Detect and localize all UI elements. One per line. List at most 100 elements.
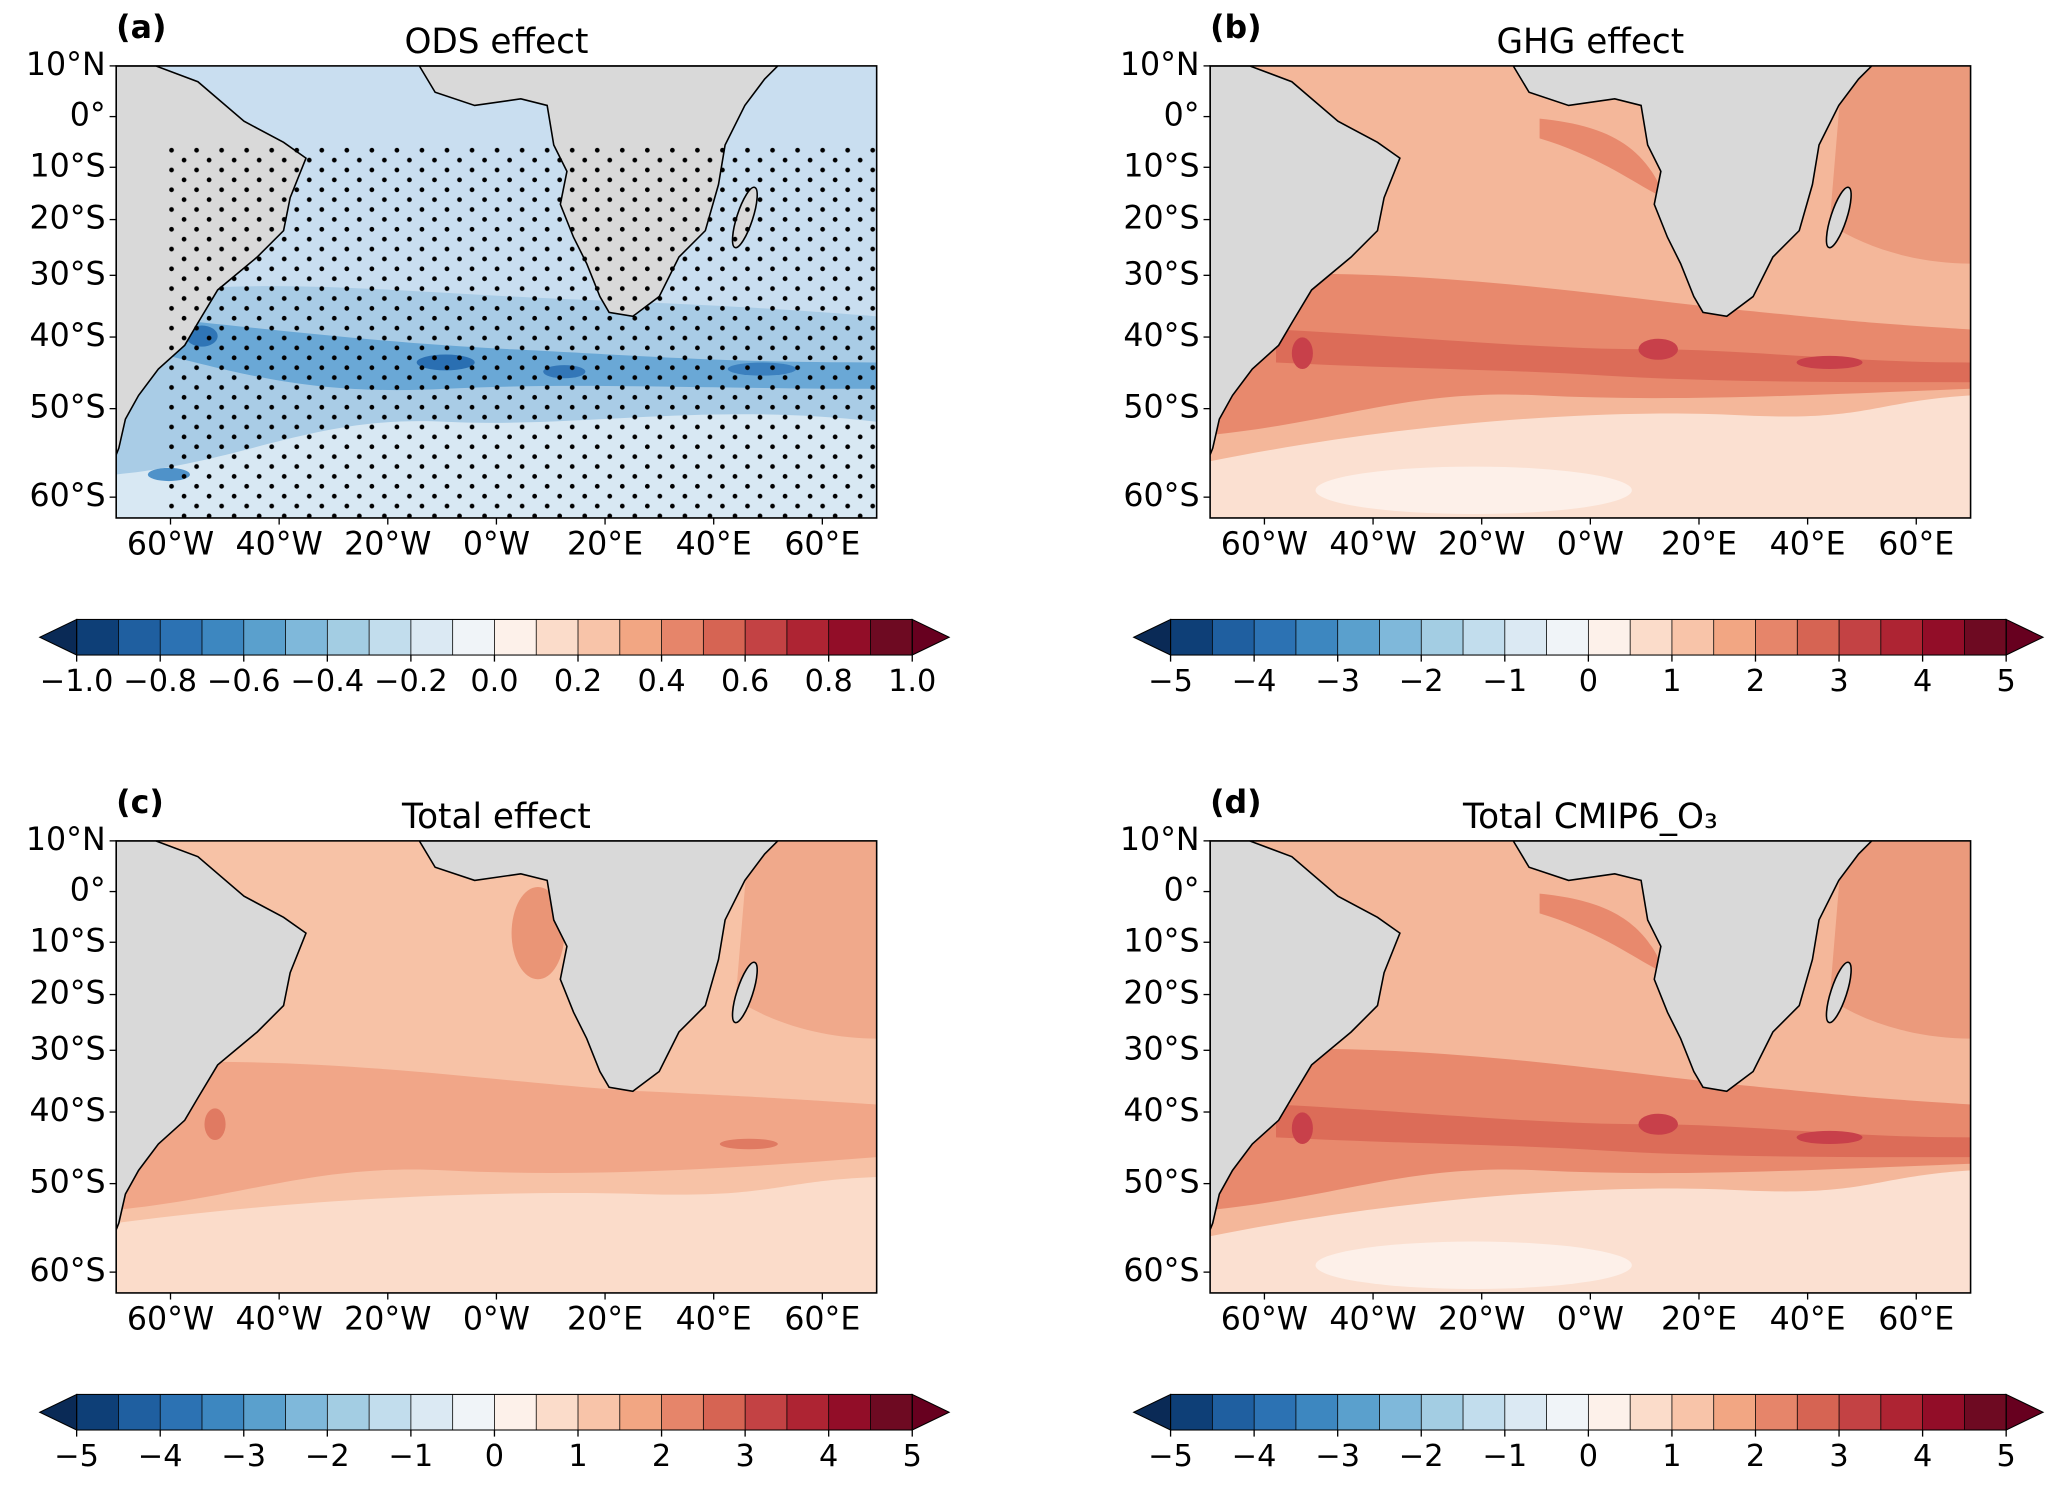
- colorbar-bin: [1755, 619, 1798, 656]
- colorbar-bin: [745, 619, 788, 656]
- colorbar-bin: [703, 619, 746, 656]
- colorbar-bin: [1379, 619, 1422, 656]
- colorbar-tick-label: −0.2: [374, 664, 448, 699]
- colorbar-bin: [1755, 1394, 1798, 1431]
- x-tick-label: 40°E: [676, 1302, 752, 1338]
- colorbar-tick-label: 0.2: [554, 664, 602, 699]
- x-tick-label: 20°W: [1438, 527, 1525, 563]
- colorbar-tick-label: −3: [1315, 1439, 1360, 1474]
- x-tick-label: 20°E: [567, 1302, 643, 1338]
- colorbar-bin: [494, 1394, 537, 1431]
- x-tick-label: 40°E: [676, 527, 752, 563]
- x-tick-label: 60°E: [784, 1302, 860, 1338]
- map-field: [116, 65, 877, 518]
- x-tick-label: 40°E: [1770, 527, 1846, 563]
- y-tick-label: 50°S: [30, 1165, 106, 1201]
- colorbar-tick-label: −3: [1315, 664, 1360, 699]
- y-tick-label: 20°S: [1123, 976, 1199, 1012]
- colorbar-bin: [1379, 1394, 1422, 1431]
- panel-title: GHG effect: [1496, 22, 1684, 62]
- y-tick-label: 50°S: [1123, 390, 1199, 426]
- y-tick-label: 50°S: [30, 390, 106, 426]
- colorbar-bin: [1839, 619, 1882, 656]
- colorbar-bin: [494, 619, 537, 656]
- colorbar-tick-label: 1: [1662, 1439, 1681, 1474]
- colorbar-bin: [1671, 619, 1715, 656]
- y-tick-label: 0°: [70, 873, 106, 909]
- colorbar-bin: [536, 1394, 579, 1431]
- colorbar-bin: [327, 1394, 370, 1431]
- colorbar-bin: [1964, 1394, 2007, 1431]
- colorbar-bin: [1671, 1394, 1715, 1431]
- colorbar-bin: [1254, 619, 1297, 656]
- colorbar-bin: [828, 619, 872, 656]
- y-tick-label: 60°S: [1123, 478, 1199, 514]
- colorbar-bin: [619, 1394, 663, 1431]
- y-tick-label: 30°S: [1123, 1031, 1199, 1067]
- colorbar-bin: [1212, 619, 1255, 656]
- colorbar-tick-label: 0.4: [637, 664, 685, 699]
- colorbar-tick-label: 2: [1746, 664, 1765, 699]
- x-tick-label: 0°W: [1557, 527, 1624, 563]
- y-tick-label: 10°S: [30, 148, 106, 184]
- y-tick-label: 20°S: [30, 201, 106, 237]
- x-tick-label: 60°E: [784, 527, 860, 563]
- colorbar-bin: [745, 1394, 788, 1431]
- x-tick-label: 60°W: [127, 1302, 214, 1338]
- colorbar-bin: [1713, 1394, 1757, 1431]
- x-tick-label: 60°W: [1221, 527, 1308, 563]
- colorbar-bin: [703, 1394, 746, 1431]
- colorbar-bin: [1254, 1394, 1297, 1431]
- x-tick-label: 40°W: [235, 1302, 322, 1338]
- colorbar-extend: [1132, 618, 1172, 656]
- colorbar-bin: [1337, 619, 1381, 656]
- colorbar-extend: [38, 618, 78, 656]
- colorbar-bin: [410, 1394, 454, 1431]
- map-field: [1210, 840, 1971, 1293]
- colorbar-bin: [1546, 619, 1590, 656]
- x-tick-label: 60°E: [1878, 527, 1954, 563]
- colorbar-extend: [2005, 618, 2045, 656]
- panel-label: (a): [116, 10, 166, 46]
- x-tick-label: 20°E: [1661, 527, 1737, 563]
- y-tick-label: 10°S: [30, 923, 106, 959]
- y-tick-label: 0°: [1164, 873, 1200, 909]
- y-tick-label: 30°S: [30, 1031, 106, 1067]
- panel-label: (c): [116, 785, 164, 821]
- y-tick-label: 10°S: [1123, 148, 1199, 184]
- y-tick-label: 20°S: [30, 976, 106, 1012]
- colorbar-bin: [661, 619, 705, 656]
- colorbar-tick-label: −5: [54, 1439, 99, 1474]
- y-tick-label: 0°: [70, 98, 106, 134]
- colorbar-bin: [201, 619, 245, 656]
- colorbar-bin: [1797, 619, 1840, 656]
- x-tick-label: 20°W: [1438, 1302, 1525, 1338]
- colorbar-bin: [160, 619, 203, 656]
- colorbar-bin: [1337, 1394, 1381, 1431]
- colorbar-tick-label: −4: [1232, 1439, 1277, 1474]
- colorbar-tick-label: 0: [1579, 664, 1598, 699]
- x-tick-label: 40°W: [1329, 1302, 1416, 1338]
- colorbar-tick-label: 3: [1829, 1439, 1848, 1474]
- map-field: [1210, 65, 1971, 518]
- panel-label: (b): [1210, 10, 1262, 46]
- colorbar-extend: [911, 618, 951, 656]
- colorbar-bin: [1170, 1394, 1214, 1431]
- colorbar-bin: [1922, 619, 1966, 656]
- x-tick-label: 60°E: [1878, 1302, 1954, 1338]
- colorbar-bin: [285, 619, 328, 656]
- x-tick-label: 60°W: [1221, 1302, 1308, 1338]
- x-tick-label: 20°W: [344, 527, 431, 563]
- colorbar-tick-label: −4: [138, 1439, 183, 1474]
- colorbar-bin: [201, 1394, 245, 1431]
- colorbar-bin: [1504, 619, 1548, 656]
- colorbar-bin: [76, 619, 120, 656]
- panel-label: (d): [1210, 785, 1262, 821]
- colorbar-bin: [369, 1394, 412, 1431]
- colorbar-bin: [1295, 619, 1339, 656]
- x-tick-label: 40°E: [1770, 1302, 1846, 1338]
- y-tick-label: 10°N: [26, 822, 106, 858]
- x-tick-label: 40°W: [1329, 527, 1416, 563]
- colorbar-tick-label: 5: [1997, 664, 2016, 699]
- colorbar-tick-label: −0.6: [207, 664, 281, 699]
